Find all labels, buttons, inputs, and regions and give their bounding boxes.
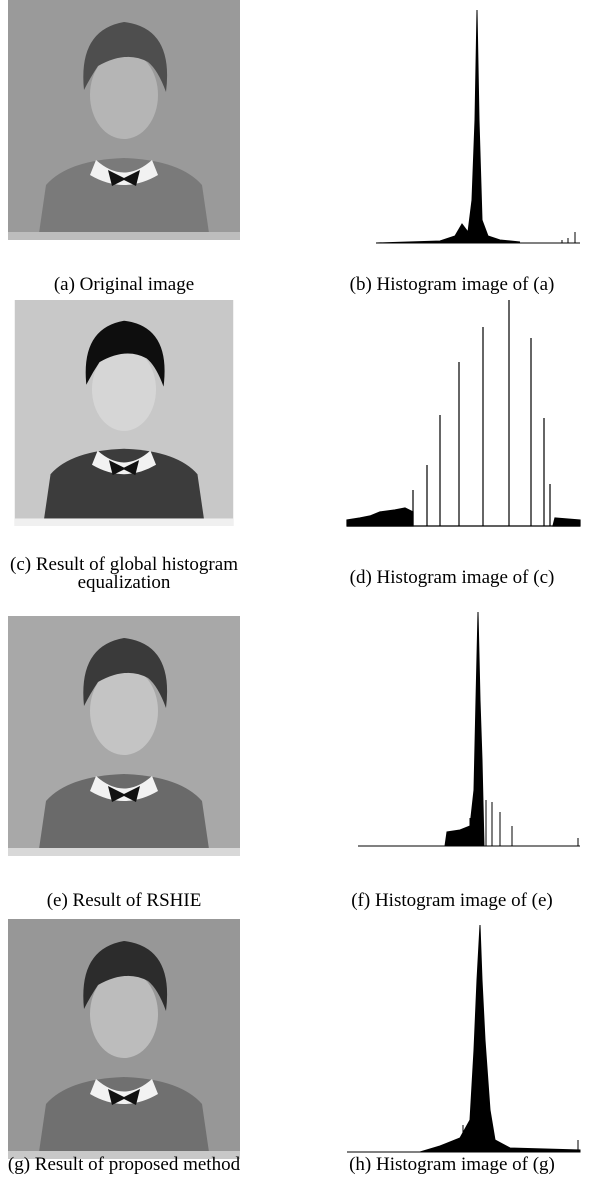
caption-a: (a) Original image [0,276,276,294]
page: (a) Original image (b) Histogram image o… [0,0,592,1181]
caption-b: (b) Histogram image of (a) [300,276,592,294]
caption-e: (e) Result of RSHIE [0,892,276,910]
rshie-image [8,616,240,856]
original-image [8,0,240,240]
caption-f: (f) Histogram image of (e) [300,892,592,910]
caption-d: (d) Histogram image of (c) [300,569,592,587]
histogram-h [347,925,580,1152]
caption-h: (h) Histogram image of (g) [300,1156,592,1174]
ghe-image [15,300,233,526]
proposed-image [8,919,240,1159]
histogram-d [347,300,580,526]
histogram-f [358,612,580,846]
histogram-b [376,10,580,243]
caption-g: (g) Result of proposed method [0,1156,276,1174]
caption-c: (c) Result of global histogram equalizat… [0,556,276,592]
